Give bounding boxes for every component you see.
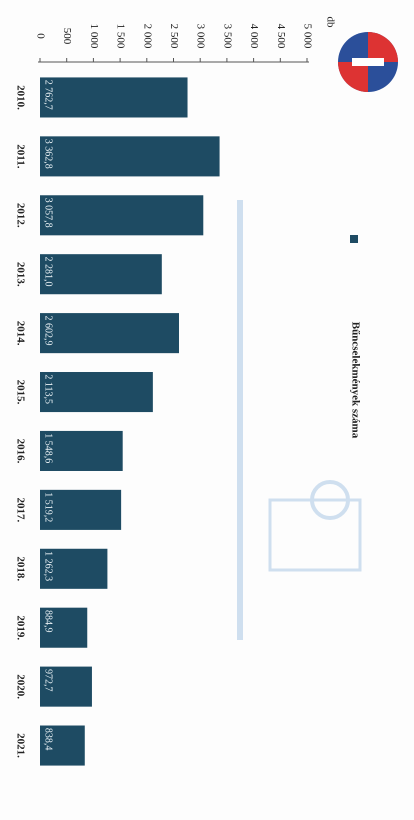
value-label: 2 281,0 xyxy=(43,257,54,287)
value-label: 2 762,7 xyxy=(43,80,54,110)
value-label: 884,9 xyxy=(43,610,54,633)
logo xyxy=(338,32,398,92)
tick-label: 1 000 xyxy=(88,24,100,49)
category-label: 2020. xyxy=(14,674,26,699)
category-label: 2014. xyxy=(14,321,26,346)
legend-swatch xyxy=(350,235,358,243)
axis-unit: db xyxy=(324,17,336,29)
tick-label: 2 500 xyxy=(168,24,180,49)
category-label: 2011. xyxy=(14,144,26,168)
value-label: 1 548,6 xyxy=(43,433,54,463)
tick-label: 0 xyxy=(34,33,46,39)
category-label: 2016. xyxy=(14,439,26,464)
legend-label: Bűncselekmények száma xyxy=(349,322,361,439)
bar xyxy=(40,489,122,530)
category-label: 2021. xyxy=(14,733,26,758)
category-label: 2013. xyxy=(14,262,26,287)
bar xyxy=(40,725,85,766)
bar xyxy=(40,136,220,177)
category-label: 2015. xyxy=(14,380,26,405)
tick-label: 3 500 xyxy=(221,24,233,49)
bar xyxy=(40,195,204,236)
tick-label: 3 000 xyxy=(195,24,207,49)
category-label: 2012. xyxy=(14,203,26,228)
category-label: 2010. xyxy=(14,85,26,110)
bar xyxy=(40,666,92,707)
value-label: 1 519,2 xyxy=(43,492,54,522)
tick-label: 2 000 xyxy=(141,24,153,49)
tick-label: 4 500 xyxy=(275,24,287,49)
bar xyxy=(40,548,108,589)
bar xyxy=(40,372,153,413)
value-label: 2 113,5 xyxy=(43,374,54,404)
watermark xyxy=(237,200,362,640)
value-label: 972,7 xyxy=(43,669,54,692)
value-label: 1 262,3 xyxy=(43,551,54,581)
tick-label: 1 500 xyxy=(115,24,127,49)
value-label: 2 602,9 xyxy=(43,315,54,345)
bar xyxy=(40,254,162,295)
value-label: 838,4 xyxy=(43,728,54,751)
tick-label: 5 000 xyxy=(301,24,313,49)
tick-label: 4 000 xyxy=(248,24,260,49)
bar xyxy=(40,77,188,118)
category-label: 2017. xyxy=(14,498,26,523)
tick-label: 500 xyxy=(61,28,73,45)
value-label: 3 362,8 xyxy=(43,139,54,169)
category-label: 2018. xyxy=(14,556,26,581)
bar xyxy=(40,313,179,354)
bar xyxy=(40,607,88,648)
bar xyxy=(40,430,123,471)
value-label: 3 057,8 xyxy=(43,198,54,228)
category-label: 2019. xyxy=(14,615,26,640)
